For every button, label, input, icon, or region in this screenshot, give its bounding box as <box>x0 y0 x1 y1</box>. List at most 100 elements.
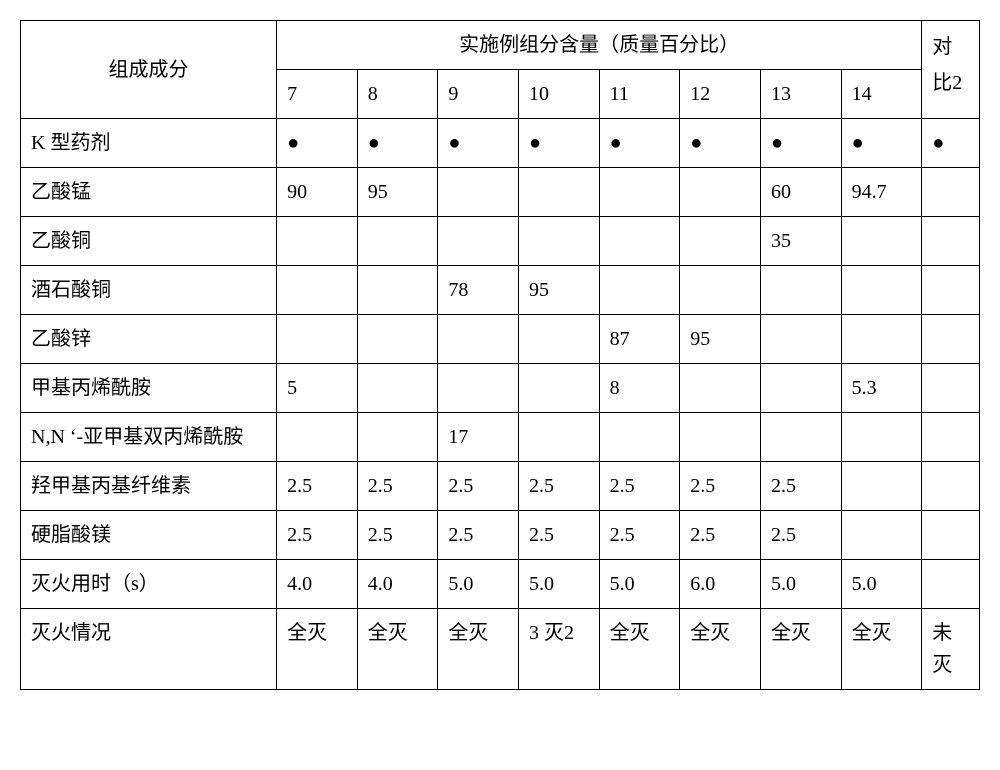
row-label: 甲基丙烯酰胺 <box>21 364 277 413</box>
data-cell: 2.5 <box>357 462 438 511</box>
data-cell: 4.0 <box>277 560 358 609</box>
col-num: 9 <box>438 70 519 119</box>
data-cell: 95 <box>680 315 761 364</box>
data-cell <box>519 364 600 413</box>
table-row: 乙酸铜 35 <box>21 217 980 266</box>
data-cell: 5.0 <box>438 560 519 609</box>
data-cell <box>599 266 680 315</box>
data-cell: 2.5 <box>599 511 680 560</box>
data-cell <box>357 364 438 413</box>
data-cell <box>841 266 922 315</box>
row-label: 酒石酸铜 <box>21 266 277 315</box>
data-cell: ● <box>519 119 600 168</box>
comparison-cell <box>922 266 980 315</box>
data-cell: 94.7 <box>841 168 922 217</box>
table-row: 羟甲基丙基纤维素2.52.52.52.52.52.52.5 <box>21 462 980 511</box>
col-num: 8 <box>357 70 438 119</box>
table-row: 甲基丙烯酰胺585.3 <box>21 364 980 413</box>
data-cell: ● <box>680 119 761 168</box>
data-cell: ● <box>760 119 841 168</box>
data-cell: 全灭 <box>680 609 761 690</box>
data-cell <box>519 168 600 217</box>
data-cell <box>760 413 841 462</box>
comparison-cell <box>922 511 980 560</box>
data-cell: 2.5 <box>519 462 600 511</box>
data-cell: 87 <box>599 315 680 364</box>
data-cell <box>841 511 922 560</box>
row-label: 灭火用时（s） <box>21 560 277 609</box>
data-cell <box>438 315 519 364</box>
col-num: 13 <box>760 70 841 119</box>
header-row-1: 组成成分 实施例组分含量（质量百分比） 对比2 <box>21 21 980 70</box>
data-cell: 6.0 <box>680 560 761 609</box>
comparison-cell: ● <box>922 119 980 168</box>
data-cell <box>599 168 680 217</box>
data-cell <box>680 413 761 462</box>
table-row: K 型药剂●●●●●●●●● <box>21 119 980 168</box>
data-cell: 2.5 <box>760 511 841 560</box>
data-cell: 全灭 <box>357 609 438 690</box>
data-cell: 5.0 <box>760 560 841 609</box>
data-cell: 17 <box>438 413 519 462</box>
comparison-cell <box>922 168 980 217</box>
data-cell <box>277 315 358 364</box>
row-label: 乙酸铜 <box>21 217 277 266</box>
data-cell: 2.5 <box>599 462 680 511</box>
data-cell: 2.5 <box>680 511 761 560</box>
data-cell: 35 <box>760 217 841 266</box>
col-num: 14 <box>841 70 922 119</box>
data-cell <box>519 413 600 462</box>
table-row: 灭火用时（s）4.04.05.05.05.06.05.05.0 <box>21 560 980 609</box>
col-num: 11 <box>599 70 680 119</box>
data-cell: 2.5 <box>760 462 841 511</box>
data-cell: 2.5 <box>680 462 761 511</box>
data-cell <box>760 315 841 364</box>
table-container: 组成成分 实施例组分含量（质量百分比） 对比2 7 8 9 10 11 12 1… <box>20 20 980 690</box>
data-cell: 4.0 <box>357 560 438 609</box>
row-label: 灭火情况 <box>21 609 277 690</box>
data-cell <box>357 266 438 315</box>
data-cell <box>277 217 358 266</box>
data-cell: 95 <box>519 266 600 315</box>
group-header: 实施例组分含量（质量百分比） <box>277 21 922 70</box>
data-cell <box>277 266 358 315</box>
data-cell <box>438 168 519 217</box>
row-label: N,N ʻ-亚甲基双丙烯酰胺 <box>21 413 277 462</box>
comparison-cell <box>922 413 980 462</box>
comparison-header: 对比2 <box>922 21 980 119</box>
table-row: 乙酸锌8795 <box>21 315 980 364</box>
data-cell <box>760 266 841 315</box>
data-cell: 60 <box>760 168 841 217</box>
data-cell <box>519 315 600 364</box>
data-cell <box>680 266 761 315</box>
data-cell <box>438 217 519 266</box>
data-cell <box>760 364 841 413</box>
comparison-cell <box>922 315 980 364</box>
data-cell: 90 <box>277 168 358 217</box>
data-cell: 78 <box>438 266 519 315</box>
data-cell: 5 <box>277 364 358 413</box>
data-cell: 全灭 <box>599 609 680 690</box>
col-num: 7 <box>277 70 358 119</box>
comparison-cell <box>922 462 980 511</box>
data-cell <box>680 217 761 266</box>
data-cell: ● <box>277 119 358 168</box>
data-cell <box>357 413 438 462</box>
data-cell: 全灭 <box>277 609 358 690</box>
data-cell: 8 <box>599 364 680 413</box>
data-cell <box>277 413 358 462</box>
comparison-cell <box>922 560 980 609</box>
comparison-cell <box>922 217 980 266</box>
data-cell: 全灭 <box>760 609 841 690</box>
data-cell <box>599 413 680 462</box>
data-cell: ● <box>841 119 922 168</box>
data-cell: 2.5 <box>438 511 519 560</box>
data-cell: 5.0 <box>519 560 600 609</box>
data-cell: 2.5 <box>438 462 519 511</box>
data-table: 组成成分 实施例组分含量（质量百分比） 对比2 7 8 9 10 11 12 1… <box>20 20 980 690</box>
col-num: 12 <box>680 70 761 119</box>
table-row: N,N ʻ-亚甲基双丙烯酰胺 17 <box>21 413 980 462</box>
data-cell <box>357 315 438 364</box>
data-cell: 全灭 <box>841 609 922 690</box>
data-cell <box>680 168 761 217</box>
